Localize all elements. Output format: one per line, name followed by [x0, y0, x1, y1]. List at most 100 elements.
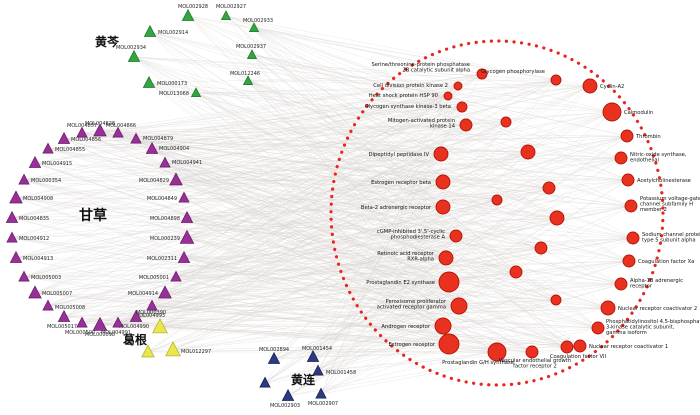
- compound-label: MOL001454: [302, 346, 332, 352]
- compound-node: [112, 126, 124, 138]
- target-label: Nuclear receptor coactivator 1: [589, 344, 668, 350]
- compound-node: [92, 316, 108, 331]
- target-node: [449, 229, 463, 243]
- compound-node: [9, 190, 23, 204]
- target-label: Estrogen receptor beta: [371, 180, 431, 186]
- compound-label: MOL005007: [42, 291, 72, 297]
- compound-label: MOL004993: [135, 313, 165, 319]
- compound-layer: MOL002928 MOL002927 MOL002914 MOL002933 MOL0…: [5, 4, 356, 409]
- compound-node: [18, 270, 30, 282]
- target-label: Alpha-1B adrenergic receptor: [630, 278, 683, 290]
- compound-node: [6, 231, 18, 243]
- compound-node: [142, 75, 156, 88]
- target-label: Prostaglandin E2 synthase: [366, 280, 435, 286]
- compound-label: MOL005017: [47, 324, 77, 330]
- compound-node: [93, 123, 107, 137]
- compound-label: MOL004908: [23, 196, 53, 202]
- target-label: Cell division protein kinase 2: [373, 83, 448, 89]
- target-node: [614, 277, 628, 291]
- compound-label: MOL000390: [136, 310, 166, 316]
- target-node: [456, 101, 468, 113]
- target-label: Nuclear receptor coactivator 2: [618, 306, 697, 312]
- compound-node: [143, 24, 157, 37]
- target-node: [443, 91, 453, 101]
- compound-label: MOL002933: [243, 18, 273, 24]
- compound-label: MOL004857: [67, 123, 97, 129]
- target-label: Coagulation factor VII: [550, 354, 607, 360]
- compound-node: [177, 250, 191, 263]
- target-label: Peroxisome proliferator activated recepto…: [377, 299, 447, 311]
- target-node: [602, 102, 622, 122]
- compound-label: MOL004912: [19, 236, 49, 242]
- compound-label: MOL004866: [106, 123, 136, 129]
- target-label: Vascular endothelial growth factor recept…: [499, 358, 571, 370]
- compound-label: MOL000239: [150, 236, 180, 242]
- target-node: [433, 146, 449, 162]
- herb-label-huangqin: 黄芩: [95, 34, 120, 49]
- target-node: [626, 231, 640, 245]
- compound-node: [242, 75, 254, 85]
- compound-node: [42, 142, 54, 154]
- compound-node: [9, 250, 23, 263]
- target-label: Beta-2 adrenergic receptor: [361, 205, 432, 211]
- target-node: [550, 294, 562, 306]
- target-label: Coagulation factor Xa: [638, 259, 694, 265]
- compound-node: [165, 341, 181, 357]
- compound-node: [127, 49, 141, 62]
- compound-node: [18, 173, 30, 185]
- compound-label: MOL004855: [55, 147, 85, 153]
- compound-label: MOL012297: [181, 349, 211, 355]
- compound-label: MOL004990: [119, 324, 149, 330]
- compound-node: [220, 10, 232, 21]
- target-node: [450, 297, 468, 315]
- compound-label: MOL004829: [139, 178, 169, 184]
- target-node: [624, 199, 638, 213]
- compound-label: MOL001458: [326, 370, 356, 376]
- target-label: Potassium voltage-gated channel subfamily…: [640, 196, 700, 213]
- compound-node: [180, 210, 194, 223]
- target-node: [435, 199, 451, 215]
- target-node: [459, 118, 473, 132]
- compound-node: [152, 318, 168, 334]
- target-node: [435, 174, 451, 190]
- target-label: Dipeptidyl peptidase IV: [369, 152, 430, 158]
- compound-label: MOL002907: [308, 401, 338, 407]
- compound-node: [159, 156, 171, 168]
- compound-node: [312, 364, 324, 376]
- compound-node: [306, 349, 320, 362]
- compound-node: [281, 388, 295, 401]
- target-label: Mitogen-activated protein kinase 14: [388, 118, 456, 130]
- compound-node: [178, 191, 190, 203]
- edge-layer: [11, 15, 634, 397]
- target-node: [534, 241, 548, 255]
- compound-node: [5, 210, 19, 223]
- target-label: Sodium channel protein type 5 subunit alp…: [642, 232, 700, 244]
- compound-node: [57, 131, 71, 144]
- target-label: Retinoic acid receptor RXR-alpha: [377, 251, 435, 263]
- target-node: [600, 300, 616, 316]
- compound-label: MOL004856: [71, 137, 101, 143]
- herb-label-huanglian: 黄连: [291, 372, 316, 387]
- compound-label: MOL000500: [65, 330, 95, 336]
- target-node: [487, 342, 507, 362]
- target-label: Heat shock protein HSP 90: [369, 93, 438, 99]
- compound-label: MOL004914: [128, 291, 158, 297]
- compound-label: MOL002914: [158, 30, 188, 36]
- compound-node: [28, 285, 42, 299]
- target-label: Thrombin: [635, 134, 661, 140]
- compound-label: MOL004849: [147, 196, 177, 202]
- target-node: [550, 74, 562, 86]
- compound-node: [57, 309, 71, 322]
- compound-label: MOL000098: [85, 332, 115, 338]
- compound-label: MOL002927: [216, 4, 246, 10]
- target-label: Glycogen phosphorylase: [481, 69, 545, 75]
- compound-node: [76, 316, 88, 328]
- target-label: Calmodulin: [624, 110, 653, 116]
- target-node: [614, 151, 628, 165]
- herb-label-gancao: 甘草: [79, 207, 107, 224]
- compound-label: MOL002903: [270, 403, 300, 409]
- compound-label: MOL002894: [259, 347, 289, 353]
- compound-label: MOL004879: [143, 136, 173, 142]
- compound-node: [190, 87, 202, 97]
- target-node: [520, 144, 536, 160]
